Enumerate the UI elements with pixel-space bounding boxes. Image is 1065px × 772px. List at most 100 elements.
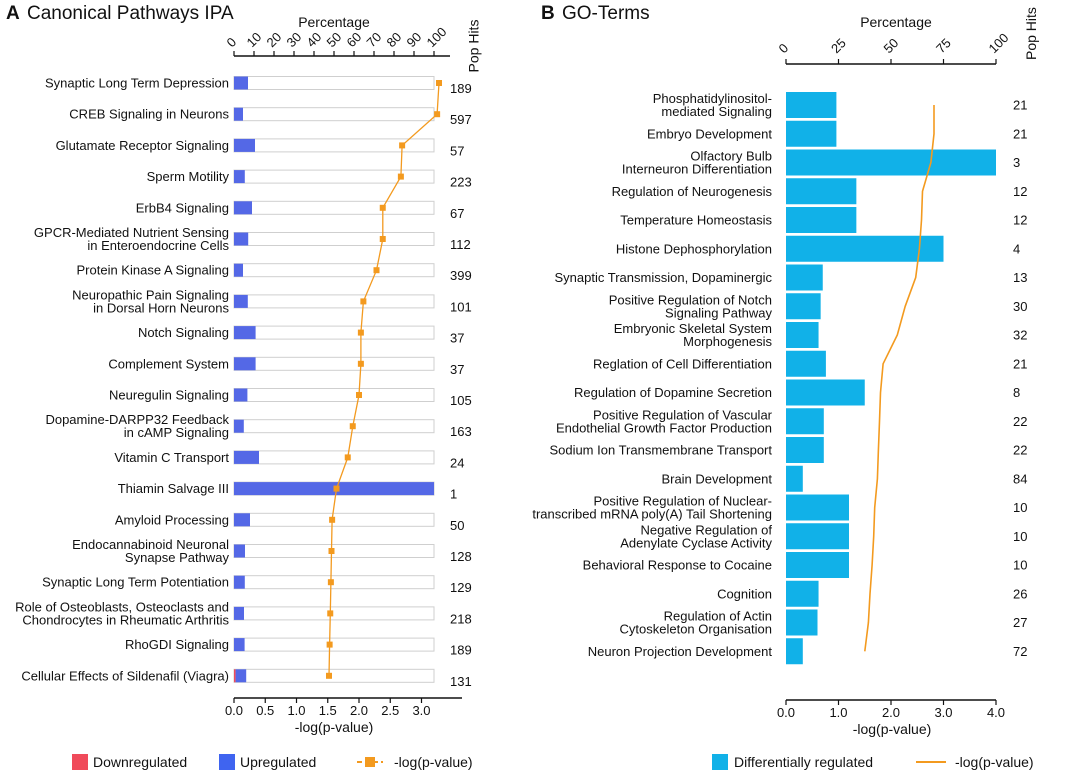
panel-b-bar xyxy=(786,149,996,176)
panel-a-category-label: CREB Signaling in Neurons xyxy=(69,107,229,122)
panel-a-category-label: Dopamine-DARPP32 Feedback in cAMP Signali… xyxy=(45,412,229,440)
panel-a-pvalue-marker xyxy=(329,516,336,523)
panel-b-pophits-header: Pop Hits xyxy=(1023,7,1039,60)
panel-a-pophits-value: 218 xyxy=(450,611,472,626)
panel-a-pophits-value: 223 xyxy=(450,175,472,190)
panel-b-bottom-tick-label: 4.0 xyxy=(987,705,1005,720)
panel-a-pvalue-marker xyxy=(379,236,386,242)
panel-a-pophits-value: 189 xyxy=(450,643,472,658)
panel-a-bar-background xyxy=(233,606,435,621)
panel-a-category-label: GPCR-Mediated Nutrient Sensing in Enteroe… xyxy=(34,225,230,253)
panel-a-bottom-tick-label: 3.0 xyxy=(412,703,430,718)
panel-a-bar-background xyxy=(233,637,435,652)
panel-a-category-label: Sperm Motility xyxy=(147,169,230,184)
panel-a-pvalue-marker xyxy=(327,610,334,617)
panel-b-pophits-value: 21 xyxy=(1013,356,1027,371)
legend-pvalue-label: -log(p-value) xyxy=(394,754,473,770)
panel-a-top-tick-label: 40 xyxy=(304,29,325,50)
panel-a-pvalue-marker xyxy=(360,298,367,305)
panel-b-title: GO-Terms xyxy=(562,3,650,24)
panel-a-bottom-axis-title: -log(p-value) xyxy=(295,719,374,735)
panel-b-category-label: Positive Regulation of Nuclear-transcrib… xyxy=(532,494,772,522)
panel-a-bar-upregulated xyxy=(234,513,250,527)
panel-b-bar xyxy=(786,552,849,578)
panel-a-bar-background xyxy=(233,356,435,371)
legend-pvalue-marker xyxy=(365,757,375,767)
panel-b-category-label: Regulation of Actin Cytoskeleton Organisa… xyxy=(620,609,772,637)
panel-a-bar-upregulated xyxy=(234,544,245,558)
panel-a-pophits-value: 37 xyxy=(450,362,464,377)
panel-a-pophits-value: 50 xyxy=(450,518,464,533)
panel-b-pophits-value: 3 xyxy=(1013,155,1020,170)
panel-b-pophits-value: 22 xyxy=(1013,414,1027,429)
panel-a-pophits-header: Pop Hits xyxy=(466,20,482,73)
panel-a-bar-background xyxy=(233,419,435,434)
panel-a-top-tick-label: 80 xyxy=(384,29,405,50)
panel-a-category-label: Vitamin C Transport xyxy=(114,450,229,465)
panel-a-bar-upregulated xyxy=(234,388,248,402)
panel-a-bar-background xyxy=(233,232,435,246)
panel-a-top-tick-label: 0 xyxy=(224,34,240,50)
panel-b-legend: Differentially regulated -log(p-value) xyxy=(712,754,1034,770)
panel-a-top-tick-label: 30 xyxy=(284,29,305,50)
panel-a-bar-background xyxy=(233,325,435,340)
legend-b-pvalue-label: -log(p-value) xyxy=(955,754,1034,770)
panel-b-category-label: Behavioral Response to Cocaine xyxy=(583,558,772,573)
panel-a-bar-upregulated xyxy=(234,107,243,121)
panel-a-bar-upregulated xyxy=(234,419,244,433)
panel-b-category-label: Synaptic Transmission, Dopaminergic xyxy=(555,270,773,285)
panel-b-category-label: Sodium Ion Transmembrane Transport xyxy=(549,443,772,458)
panel-a-pvalue-marker xyxy=(397,173,404,180)
panel-a-bar-upregulated xyxy=(234,294,248,308)
panel-a-pvalue-marker xyxy=(356,392,362,398)
panel-a-pvalue-marker xyxy=(379,204,386,211)
panel-b-category-label: Histone Dephosphorylation xyxy=(616,241,772,256)
panel-a-bar-upregulated xyxy=(234,232,249,246)
panel-a-category-label: RhoGDI Signaling xyxy=(125,637,229,652)
panel-b-bar xyxy=(786,638,803,665)
panel-b-pophits-value: 32 xyxy=(1013,328,1027,343)
panel-a-category-label: Amyloid Processing xyxy=(115,512,229,527)
panel-b-bar xyxy=(786,293,821,320)
panel-a-top-tick-label: 100 xyxy=(424,24,450,50)
panel-b-top-tick-label: 25 xyxy=(828,35,849,56)
panel-b-bar xyxy=(786,120,837,147)
panel-a-bar-upregulated xyxy=(234,357,256,371)
panel-b-top-tick-label: 50 xyxy=(881,35,902,56)
panel-a-top-tick-label: 50 xyxy=(324,29,345,50)
panel-b-top-tick-label: 75 xyxy=(933,35,954,56)
panel-a-category-label: Complement System xyxy=(108,356,229,371)
panel-b-bar xyxy=(786,609,818,636)
panel-b-top-axis-title: Percentage xyxy=(860,14,932,30)
panel-a-category-label: Endocannabinoid Neuronal Synapse Pathway xyxy=(72,537,229,565)
panel-b-category-label: Negative Regulation of Adenylate Cyclase … xyxy=(620,522,772,550)
panel-a-bar-background xyxy=(233,107,435,122)
panel-a-category-label: Role of Osteoblasts, Osteoclasts and Chon… xyxy=(15,599,229,627)
panel-a-bar-upregulated xyxy=(234,575,245,589)
panel-a-pophits-value: 399 xyxy=(450,268,472,283)
panel-b-bar xyxy=(786,264,823,291)
panel-a-pvalue-marker xyxy=(326,641,333,648)
panel-a-bar-background xyxy=(233,169,435,184)
panel-a-pophits-value: 131 xyxy=(450,674,472,689)
panel-b-pophits-value: 72 xyxy=(1013,644,1027,659)
legend-diffreg-label: Differentially regulated xyxy=(734,754,873,770)
panel-a-bar-background xyxy=(233,388,435,402)
panel-a-pophits-value: 67 xyxy=(450,206,464,221)
panel-b-bar xyxy=(786,494,849,521)
panel-b-bar xyxy=(786,437,824,463)
panel-a-bar-background xyxy=(233,200,435,215)
panel-a-category-label: Synaptic Long Term Depression xyxy=(45,76,229,91)
panel-b-bar xyxy=(786,523,849,550)
panel-a-pophits-value: 189 xyxy=(450,81,472,96)
panel-a-pophits-value: 128 xyxy=(450,549,472,564)
panel-a-category-label: Synaptic Long Term Potentiation xyxy=(42,575,229,590)
panel-b-category-label: Cognition xyxy=(717,586,772,601)
panel-b-chart: Percentage 0 25 50 75 100 Pop Hits Phosphatidyl… xyxy=(532,7,1039,737)
panel-a-category-label: Thiamin Salvage III xyxy=(118,481,229,496)
panel-b-pophits-value: 30 xyxy=(1013,299,1027,314)
panel-a-pophits-value: 112 xyxy=(450,237,471,252)
panel-a-bar-upregulated xyxy=(234,76,248,90)
